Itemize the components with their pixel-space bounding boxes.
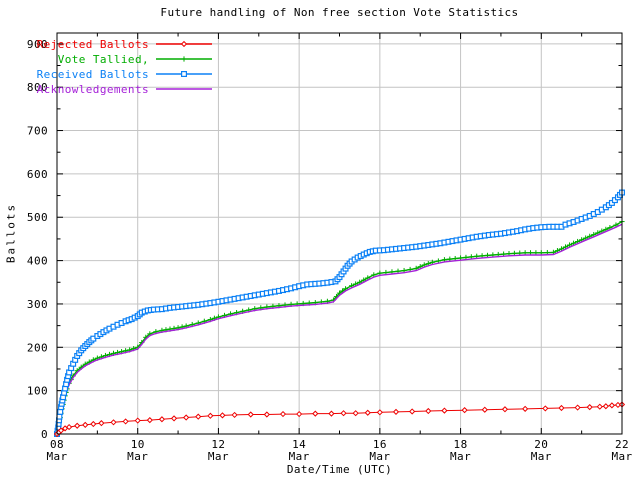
y-tick-label: 800	[27, 81, 48, 94]
y-tick-labels: 0 100 200 300 400 500 600 700 800 900	[27, 38, 48, 441]
y-tick-label: 700	[27, 125, 48, 138]
diamond-marker	[409, 408, 416, 415]
diamond-marker	[425, 407, 432, 415]
x-tick-label-day: 16	[373, 438, 387, 451]
diamond-marker	[522, 405, 529, 412]
legend-label: Vote Tallied,	[58, 53, 149, 66]
diamond-marker	[501, 406, 509, 413]
diamond-marker	[180, 40, 188, 48]
diamond-marker	[558, 404, 565, 412]
diamond-marker	[312, 410, 319, 417]
x-tick-label-month: Mar	[127, 450, 148, 463]
y-tick-label: 900	[27, 38, 48, 51]
x-tick-label-month: Mar	[531, 450, 552, 463]
plot-border	[56, 32, 623, 435]
diamond-marker	[207, 412, 214, 419]
diamond-marker	[328, 410, 335, 417]
diamond-marker	[263, 411, 270, 418]
y-tick-label: 200	[27, 341, 48, 354]
diamond-marker	[574, 404, 581, 411]
diamond-marker	[364, 409, 371, 416]
diamond-marker	[340, 410, 347, 417]
diamond-marker	[441, 407, 448, 414]
series-line	[56, 223, 623, 435]
diamond-marker	[57, 427, 65, 434]
legend-entry-received-ballots: Received Ballots	[37, 68, 212, 81]
y-tick-label: 500	[27, 211, 48, 224]
x-tick-label-day: 22	[615, 438, 629, 451]
diamond-marker	[82, 421, 89, 429]
diamond-marker	[296, 410, 303, 418]
diamond-marker	[146, 417, 153, 424]
x-tick-label-day: 08	[50, 438, 64, 451]
y-tick-label: 400	[27, 255, 48, 268]
square-marker	[181, 70, 188, 77]
diamond-marker	[392, 408, 400, 415]
x-tick-label-month: Mar	[450, 450, 471, 463]
diamond-marker	[74, 422, 81, 429]
diamond-marker	[195, 413, 202, 420]
x-axis-label: Date/Time (UTC)	[286, 463, 393, 476]
diamond-marker	[608, 402, 616, 409]
legend-entry-vote-tallied: Vote Tallied,	[58, 53, 212, 66]
x-tick-label-day: 14	[292, 438, 306, 451]
y-tick-label: 0	[41, 428, 48, 441]
diamond-marker	[219, 412, 226, 419]
diamond-marker	[376, 409, 383, 416]
diamond-marker	[65, 423, 73, 431]
series-rejected-ballots	[53, 401, 626, 438]
series-received-ballots	[53, 189, 625, 438]
square-marker	[57, 408, 64, 415]
diamond-marker	[352, 410, 359, 417]
diamond-marker	[122, 418, 129, 425]
diamond-marker	[247, 411, 254, 418]
y-tick-label: 100	[27, 385, 48, 398]
gridlines	[57, 33, 622, 434]
x-tick-label-day: 20	[534, 438, 548, 451]
legend-label: Acknowledgements	[37, 83, 149, 96]
y-tick-label: 600	[27, 168, 48, 181]
series-vote-tallied	[54, 218, 625, 437]
square-marker	[56, 413, 63, 420]
diamond-marker	[596, 403, 603, 410]
x-tick-label-month: Mar	[369, 450, 390, 463]
series-line	[56, 404, 623, 435]
x-tick-label-day: 10	[131, 438, 145, 451]
diamond-marker	[586, 404, 593, 411]
legend-label: Rejected Ballots	[37, 38, 149, 51]
legend-label: Received Ballots	[37, 68, 149, 81]
diamond-marker	[98, 420, 105, 427]
diamond-marker	[279, 410, 287, 418]
diamond-marker	[110, 419, 117, 426]
diamond-marker	[481, 406, 488, 413]
series-line	[56, 220, 623, 435]
y-tick-label: 300	[27, 298, 48, 311]
diamond-marker	[602, 403, 609, 410]
x-tick-label-month: Mar	[289, 450, 310, 463]
diamond-marker	[183, 414, 190, 421]
legend-entry-rejected-ballots: Rejected Ballots	[37, 38, 212, 51]
diamond-marker	[542, 405, 549, 412]
x-tick-label-month: Mar	[208, 450, 229, 463]
diamond-marker	[461, 407, 468, 414]
chart-title: Future handling of Non free section Vote…	[160, 6, 519, 19]
diamond-marker	[158, 416, 166, 423]
diamond-marker	[170, 415, 178, 422]
x-tick-label-month: Mar	[611, 450, 632, 463]
legend: Rejected Ballots Vote Tallied, Received Ba…	[37, 38, 212, 96]
diamond-marker	[90, 420, 97, 428]
legend-entry-acknowledgements: Acknowledgements	[37, 83, 212, 96]
diamond-marker	[231, 411, 238, 419]
x-tick-label-day: 18	[454, 438, 468, 451]
x-tick-label-day: 12	[211, 438, 225, 451]
x-tick-label-month: Mar	[46, 450, 67, 463]
y-axis-label: Ballots	[4, 202, 18, 264]
series-acknowledgements	[56, 223, 623, 435]
diamond-marker	[134, 417, 141, 424]
